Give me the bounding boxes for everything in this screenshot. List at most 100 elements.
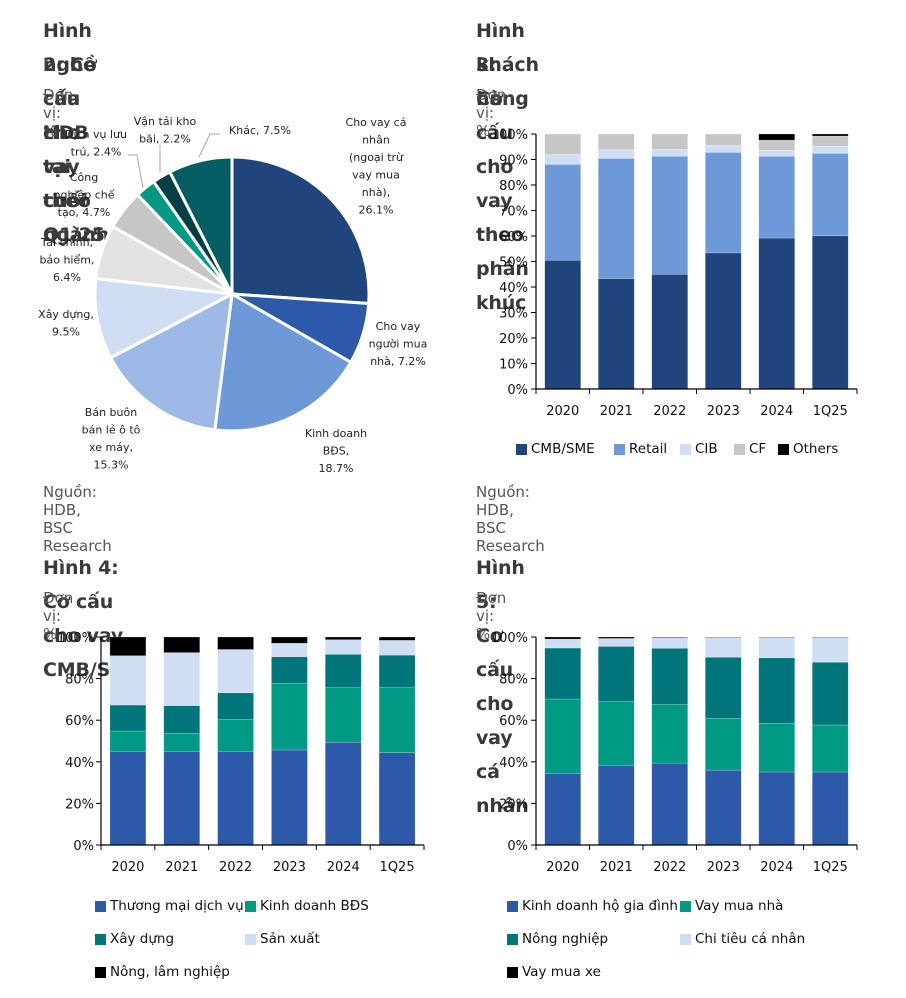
legend-swatch (614, 443, 625, 455)
legend-item-xay-dung: Xây dựng (95, 931, 174, 947)
legend-item-kinh-doanh-bds: Kinh doanh BĐS (245, 898, 369, 914)
legend-label: Vay mua nhà (695, 898, 784, 914)
bar-segment-cf-2022 (651, 133, 689, 150)
legend-label: Xây dựng (110, 931, 175, 947)
bar-segment-cmb-sme-2023 (704, 252, 742, 390)
legend-swatch (95, 966, 106, 978)
pie-label-cho-vay-ca-nhan-ngoai-tru-vay-mua-nha: Cho vay cá nhân (ngoại trừ vay mua nhà), 26.1… (346, 116, 407, 217)
x-tick-label: 1Q25 (813, 860, 848, 875)
bar-segment-chi-tieu-ca-nhan-2024 (758, 637, 796, 659)
x-tick-label: 2024 (760, 404, 793, 419)
bar-segment-chi-tieu-ca-nhan-2021 (597, 638, 635, 647)
bar-segment-nong-lam-nghiep-2020 (109, 636, 147, 657)
legend-item-nong-lam-nghiep: Nông, lâm nghiệp (95, 964, 230, 980)
bar-segment-vay-mua-nha-2020 (544, 698, 582, 774)
legend-swatch (680, 443, 691, 455)
legend-label: CMB/SME (531, 441, 595, 457)
legend-label: CF (749, 441, 767, 457)
legend-item-vay-mua-nha: Vay mua nhà (680, 898, 783, 914)
legend-label: CIB (695, 441, 718, 457)
pie-label-cho-vay-nguoi-mua-nha: Cho vay người mua nhà, 7.2% (369, 320, 428, 368)
x-tick-label: 2024 (760, 860, 793, 875)
figure-2-source: Nguồn: HDB, BSC Research (43, 483, 112, 555)
legend-label: Kinh doanh hộ gia đình (522, 898, 678, 914)
figure-2-title-line2: nghề của HDB tại cuối Q1/25 (43, 54, 105, 246)
legend-item-retail: Retail (614, 441, 667, 457)
bar-segment-nong-nghiep-2020 (544, 647, 582, 700)
y-tick-label: 80% (499, 179, 528, 194)
pie-label-khac: Khác, 7.5% (229, 124, 291, 137)
bar-segment-others-2024 (758, 133, 796, 141)
legend-label: Others (793, 441, 839, 457)
legend-item-vay-mua-xe: Vay mua xe (507, 964, 601, 980)
bar-segment-vay-mua-nha-1q25 (811, 724, 849, 773)
x-tick-label: 2021 (600, 404, 633, 419)
legend-swatch (778, 443, 789, 455)
bar-segment-cib-1q25 (811, 145, 849, 154)
x-tick-label: 2023 (707, 860, 740, 875)
bar-segment-san-xuat-2022 (217, 649, 254, 694)
x-tick-label: 2020 (546, 404, 579, 419)
bar-segment-nong-lam-nghiep-2024 (324, 636, 362, 641)
bar-segment-chi-tieu-ca-nhan-2023 (704, 637, 742, 658)
bar-segment-thuong-mai-dich-vu-2022 (217, 751, 254, 846)
x-tick-label: 2021 (600, 860, 633, 875)
legend-item-san-xuat: Sản xuất (245, 931, 320, 947)
legend-swatch (95, 933, 106, 945)
bar-segment-vay-mua-xe-2022 (651, 636, 689, 638)
legend-swatch (507, 966, 518, 978)
pie-slice-ban-buon-ban-le-o-to-xe-may (108, 291, 234, 432)
y-tick-label: 60% (499, 230, 528, 245)
bar-segment-nong-lam-nghiep-1q25 (378, 636, 416, 641)
x-tick-label: 2020 (111, 860, 144, 875)
x-tick-label: 1Q25 (813, 404, 848, 419)
figure-5-unit: Đơn vị: % (476, 589, 507, 643)
pie-label-xay-dung: Xây dựng, 9.5% (38, 308, 94, 339)
pie-leader-line (198, 133, 220, 158)
bar-segment-cib-2024 (758, 150, 796, 157)
bar-segment-cmb-sme-2021 (597, 278, 635, 390)
bar-segment-cmb-sme-1q25 (811, 235, 849, 390)
bar-segment-cf-2020 (544, 133, 582, 155)
y-tick-label: 100% (491, 128, 528, 143)
bar-segment-kinh-doanh-ho-gia-dinh-2021 (597, 765, 635, 846)
legend-item-chi-tieu-ca-nhan: Chi tiêu cá nhân (680, 931, 805, 947)
legend-item-others: Others (778, 441, 838, 457)
legend-label: Kinh doanh BĐS (260, 898, 369, 914)
pie-label-tai-chinh-bao-hiem: Tài chính, bảo hiểm, 6.4% (40, 236, 95, 284)
bar-segment-kinh-doanh-bds-2023 (271, 683, 308, 751)
bar-segment-kinh-doanh-bds-2022 (217, 719, 254, 752)
y-tick-label: 100% (491, 631, 528, 646)
legend-swatch (95, 900, 106, 912)
bar-segment-vay-mua-nha-2023 (704, 718, 742, 771)
y-tick-label: 20% (499, 797, 528, 812)
pie-slice-kinh-doanh-bds (213, 291, 353, 433)
y-tick-label: 0% (73, 839, 94, 854)
bar-segment-xay-dung-2023 (271, 656, 308, 684)
legend-swatch (680, 933, 691, 945)
y-tick-label: 0% (507, 383, 528, 398)
bar-segment-cmb-sme-2024 (758, 237, 796, 390)
pie-label-kinh-doanh-bds: Kinh doanh BĐS, 18.7% (305, 427, 367, 475)
bar-segment-nong-nghiep-2024 (758, 657, 796, 724)
pie-slice-cho-vay-ca-nhan-ngoai-tru-vay-mua-nha (230, 155, 371, 306)
bar-segment-san-xuat-2020 (109, 655, 147, 706)
y-tick-label: 40% (65, 756, 94, 771)
bar-segment-xay-dung-2021 (163, 705, 201, 734)
bar-segment-xay-dung-1q25 (378, 654, 416, 688)
bar-segment-nong-lam-nghiep-2022 (217, 636, 254, 650)
bar-segment-kinh-doanh-ho-gia-dinh-2023 (704, 769, 742, 846)
legend-label: Thương mại dịch vụ (110, 898, 244, 914)
y-tick-label: 90% (499, 154, 528, 169)
bar-segment-kinh-doanh-ho-gia-dinh-2024 (758, 771, 796, 846)
bar-segment-retail-2023 (704, 152, 742, 254)
bar-segment-thuong-mai-dich-vu-2021 (163, 751, 201, 846)
pie-leader-line (128, 154, 144, 189)
bar-segment-chi-tieu-ca-nhan-1q25 (811, 637, 849, 663)
bar-segment-chi-tieu-ca-nhan-2020 (544, 638, 582, 649)
y-tick-label: 30% (499, 307, 528, 322)
x-tick-label: 2022 (219, 860, 252, 875)
bar-segment-retail-2021 (597, 158, 635, 279)
legend-label: Retail (629, 441, 668, 457)
